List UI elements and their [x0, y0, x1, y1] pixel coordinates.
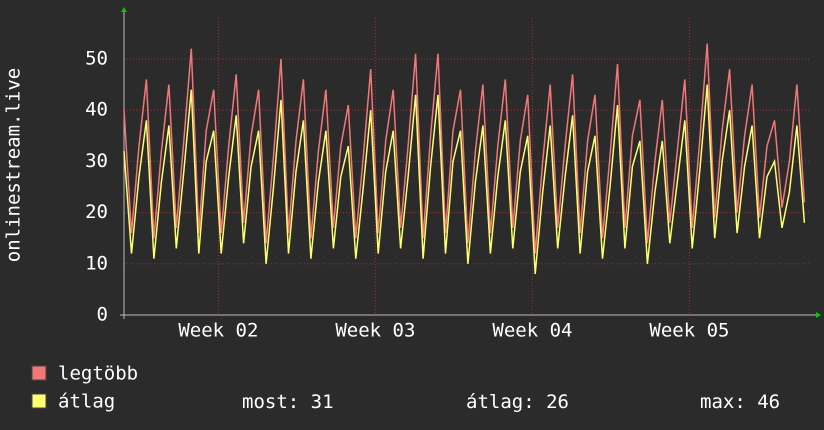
y-tick-label: 40 [85, 99, 108, 121]
series-line [123, 43, 806, 254]
x-tick-label: Week 03 [335, 320, 415, 342]
x-tick-label: Week 02 [178, 320, 258, 342]
x-tick-label: Week 05 [649, 320, 729, 342]
y-axis-label: onlinestream.live [3, 68, 25, 262]
y-tick-label: 0 [97, 304, 108, 326]
legend-label: átlag [58, 391, 115, 413]
legend-swatch [31, 365, 47, 381]
series-line [123, 84, 806, 275]
legend-label: legtöbb [58, 363, 138, 385]
stat-label: max: [700, 391, 746, 413]
stat-value: 46 [757, 391, 780, 413]
x-tick-label: Week 04 [492, 320, 572, 342]
y-tick-label: 20 [85, 201, 108, 223]
y-tick-label: 30 [85, 150, 108, 172]
axis-arrow [121, 7, 127, 12]
stat: max: 46 [700, 391, 780, 413]
stat-value: 31 [311, 391, 334, 413]
stat-value: 26 [546, 391, 569, 413]
y-tick-label: 50 [85, 47, 108, 69]
legend-swatch [31, 393, 47, 409]
stat-label: most: [242, 391, 299, 413]
stat: átlag: 26 [466, 391, 569, 413]
y-tick-label: 10 [85, 252, 108, 274]
stat-label: átlag: [466, 391, 535, 413]
stat: most: 31 [242, 391, 334, 413]
axis-arrow [816, 312, 821, 318]
